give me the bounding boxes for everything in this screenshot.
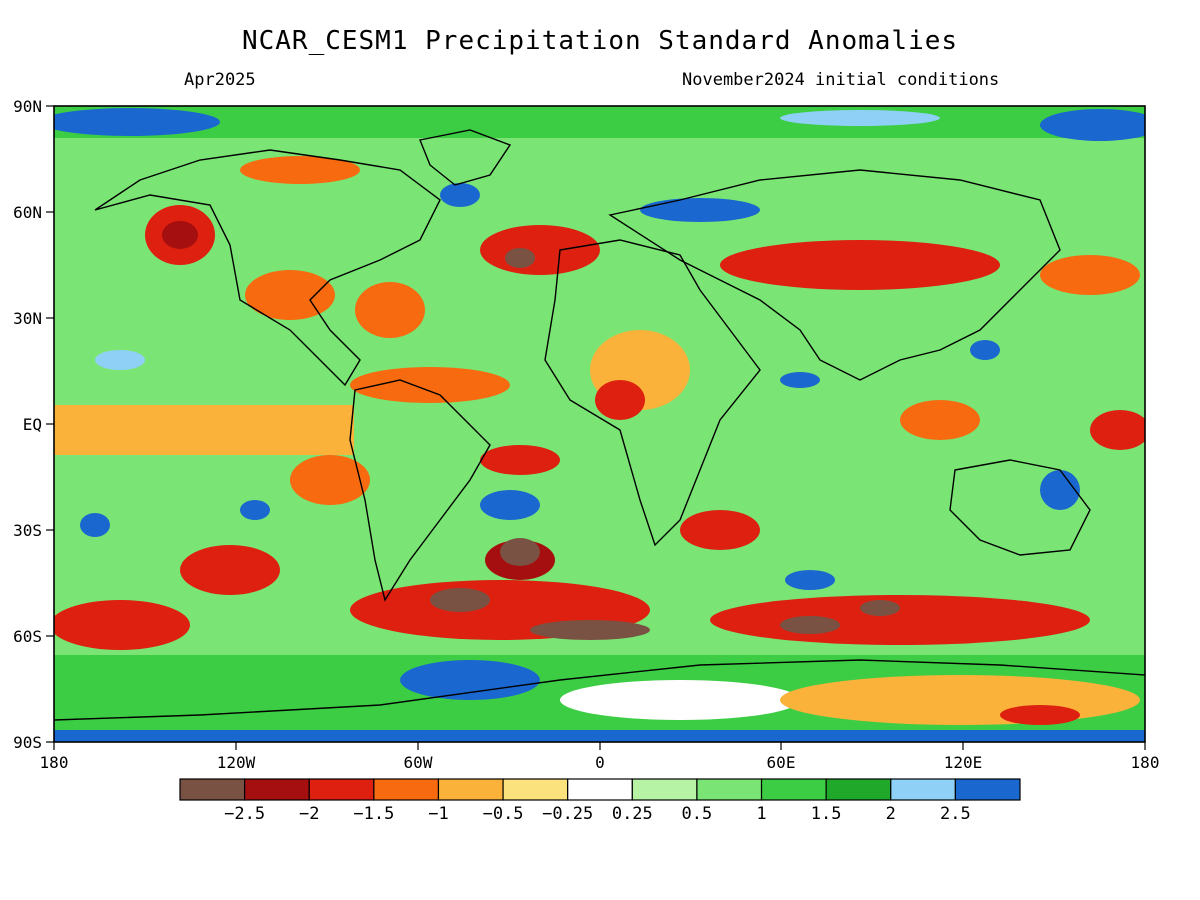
colorbar-swatch (244, 778, 310, 801)
lon-tick-label: 0 (595, 753, 605, 772)
valid-month-label: Apr2025 (184, 70, 256, 90)
colorbar-label: −1 (428, 804, 448, 824)
colorbar-label: −0.5 (483, 804, 524, 824)
lat-tick-label: 90N (13, 97, 42, 116)
anomaly-field (54, 106, 1145, 742)
lat-tick-label: EQ (23, 415, 42, 434)
colorbar-label: 1.5 (811, 804, 842, 824)
colorbar-label: −1.5 (353, 804, 394, 824)
colorbar-swatch (825, 778, 892, 801)
colorbar-swatch (696, 778, 763, 801)
colorbar-label: 0.5 (682, 804, 713, 824)
colorbar-swatch (502, 778, 569, 801)
lon-tick-label: 60W (404, 753, 433, 772)
colorbar (179, 778, 1021, 801)
colorbar-label: 2 (886, 804, 896, 824)
colorbar-label: 0.25 (612, 804, 653, 824)
colorbar-swatch (567, 778, 633, 801)
lon-tick-label: 180 (1131, 753, 1160, 772)
longitude-axis (53, 742, 1146, 750)
lat-tick-label: 60S (13, 627, 42, 646)
colorbar-label: −2.5 (224, 804, 265, 824)
lat-tick-label: 90S (13, 733, 42, 752)
colorbar-swatch (954, 778, 1021, 801)
colorbar-labels: −2.5 −2 −1.5 −1 −0.5 −0.25 0.25 0.5 1 1.5 2 2.5 (224, 804, 971, 824)
lat-tick-label: 60N (13, 203, 42, 222)
colorbar-swatch (760, 778, 827, 801)
colorbar-swatch (308, 778, 375, 801)
colorbar-swatch (437, 778, 504, 801)
lat-tick-label: 30N (13, 309, 42, 328)
initial-conditions-label: November2024 initial conditions (682, 70, 1000, 90)
lon-tick-label: 120W (217, 753, 256, 772)
lon-tick-label: 180 (40, 753, 69, 772)
lon-tick-label: 120E (944, 753, 983, 772)
chart-title: NCAR_CESM1 Precipitation Standard Anomal… (241, 26, 959, 56)
colorbar-label: 1 (756, 804, 766, 824)
colorbar-swatch (631, 778, 698, 801)
colorbar-label: −2 (299, 804, 319, 824)
colorbar-swatch (179, 778, 246, 801)
latitude-axis (46, 105, 54, 743)
colorbar-label: −0.25 (542, 804, 593, 824)
colorbar-label: 2.5 (940, 804, 971, 824)
colorbar-swatch (373, 778, 440, 801)
colorbar-swatch (890, 778, 956, 801)
lon-tick-label: 60E (767, 753, 796, 772)
coastlines (54, 129, 1145, 721)
lat-tick-label: 30S (13, 521, 42, 540)
